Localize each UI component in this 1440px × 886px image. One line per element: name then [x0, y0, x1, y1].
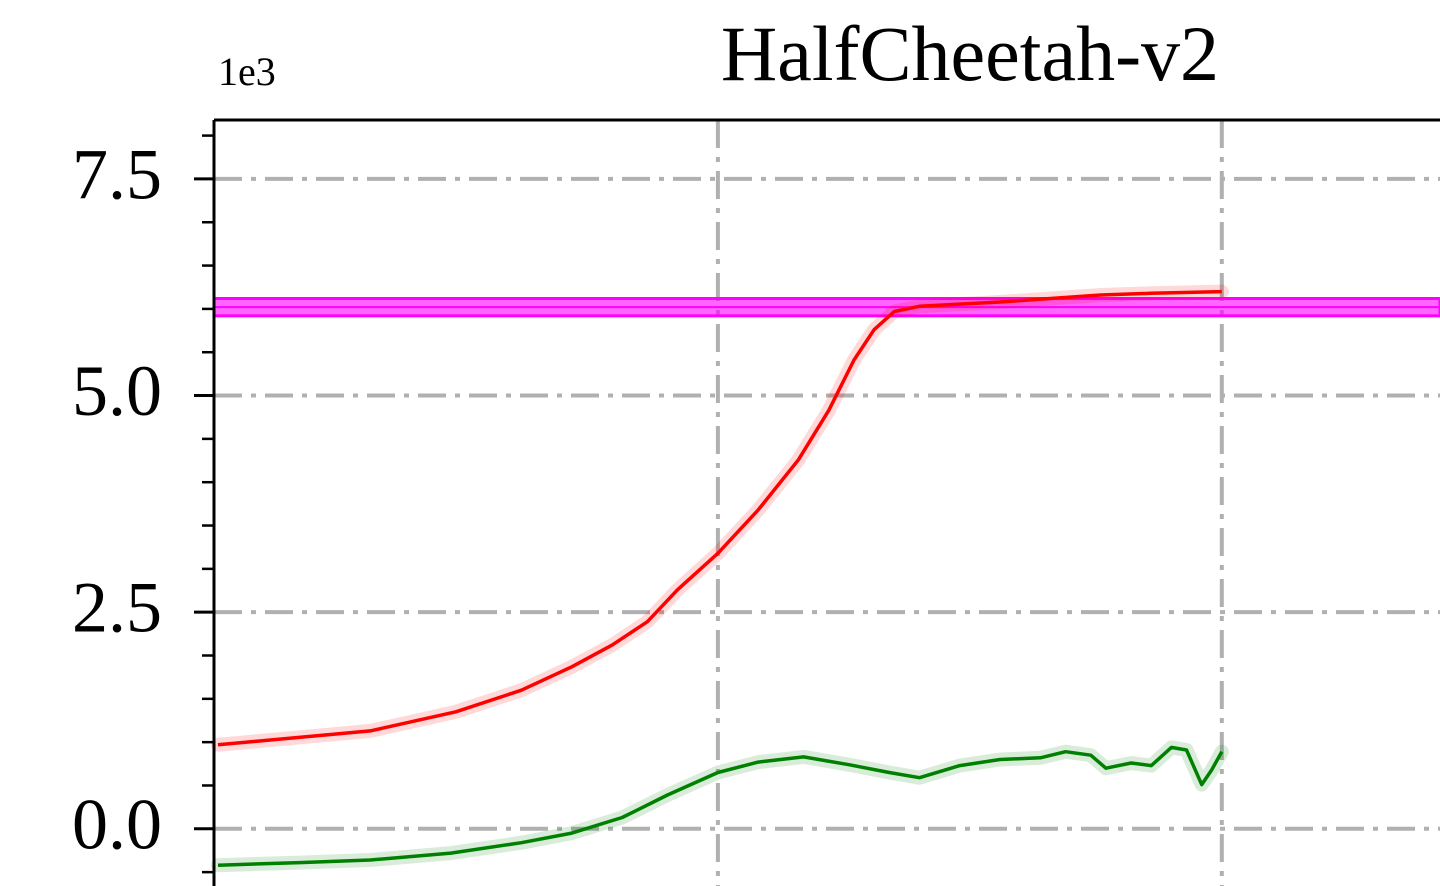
y-tick-label: 5.0 — [72, 351, 162, 431]
series-line — [217, 289, 1222, 747]
y-tick-label: 0.0 — [72, 784, 162, 864]
y-offset-label: 1e3 — [218, 49, 276, 94]
series-line — [217, 745, 1224, 867]
chart-title: HalfCheetah-v2 — [721, 10, 1219, 97]
y-tick-label: 2.5 — [72, 568, 162, 648]
y-tick-label: 7.5 — [72, 134, 162, 214]
